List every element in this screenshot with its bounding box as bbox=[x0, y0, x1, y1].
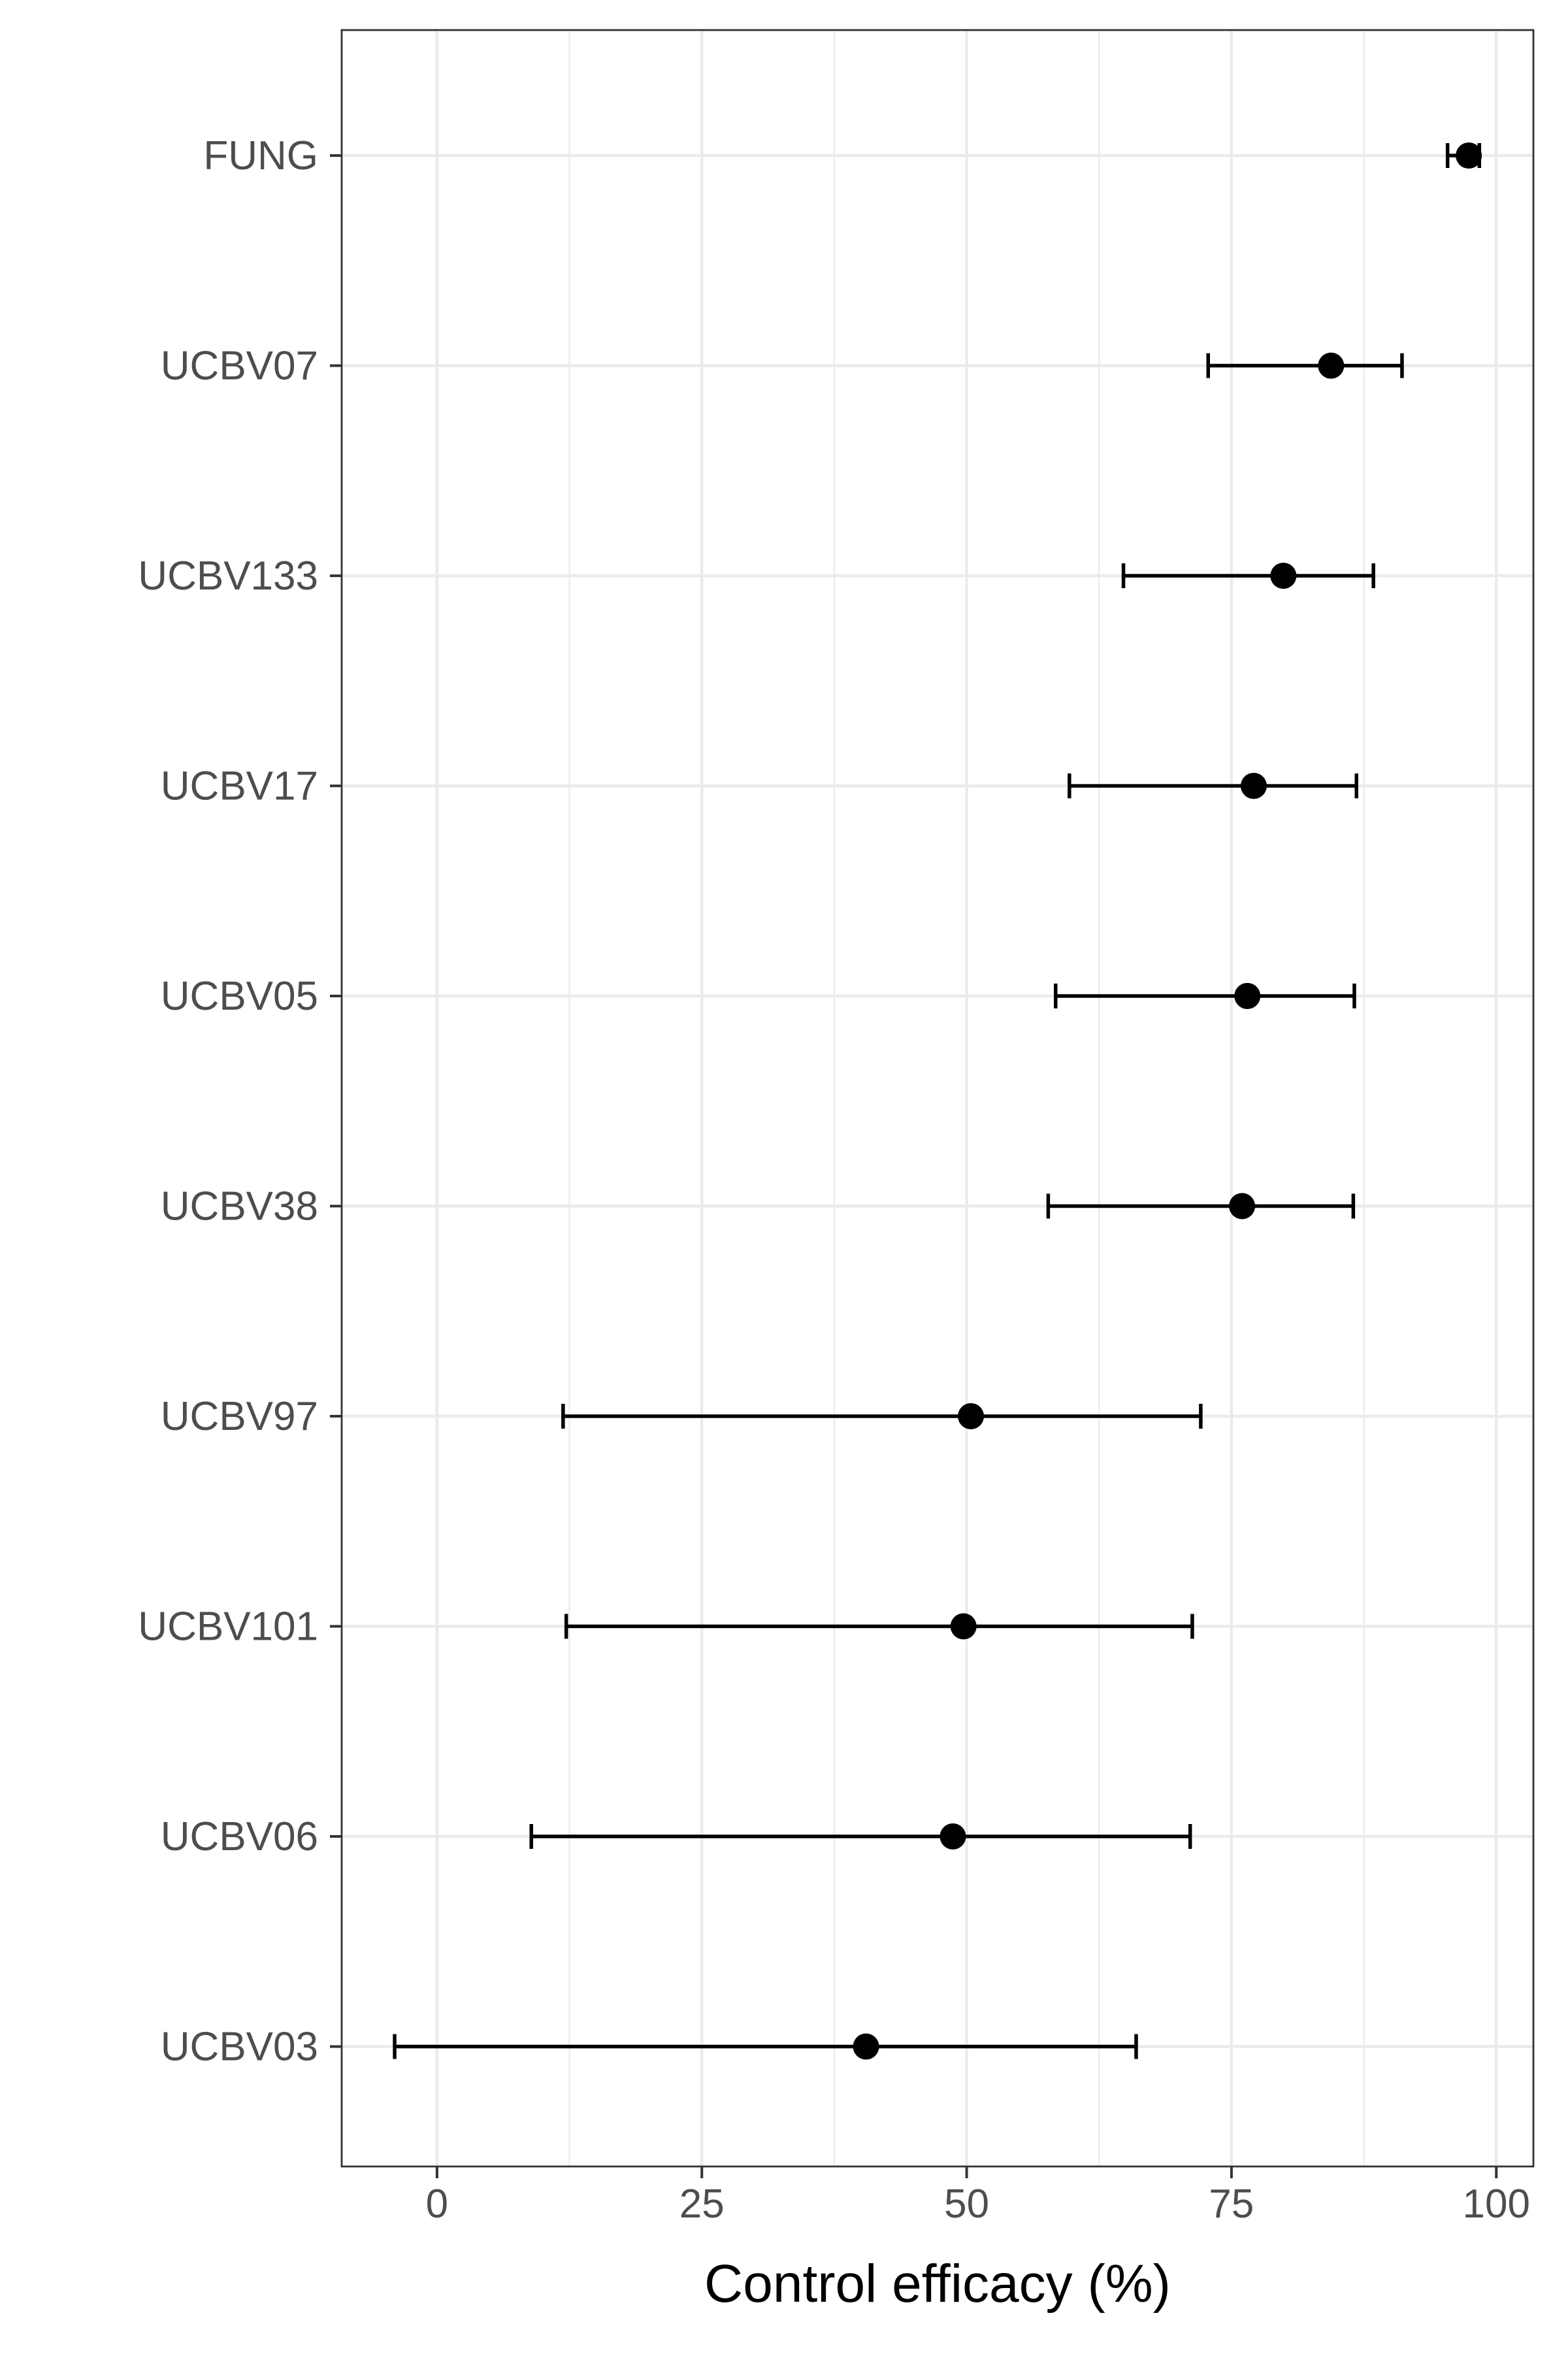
y-tick-label: UCBV133 bbox=[138, 554, 318, 599]
data-point bbox=[1229, 1193, 1256, 1219]
y-tick-label: UCBV38 bbox=[161, 1184, 318, 1229]
y-tick-label: UCBV03 bbox=[161, 2025, 318, 2070]
data-point bbox=[939, 1823, 966, 1850]
y-tick-label: UCBV07 bbox=[161, 344, 318, 389]
y-axis: FUNG UCBV07 UCBV133 UCBV17 UCBV05 UCBV38 UCBV9… bbox=[138, 133, 342, 2070]
y-tick-label: UCBV05 bbox=[161, 974, 318, 1019]
y-tick-label: UCBV17 bbox=[161, 764, 318, 809]
y-tick-label: UCBV97 bbox=[161, 1394, 318, 1439]
x-tick-label: 100 bbox=[1463, 2182, 1530, 2227]
data-point bbox=[853, 2033, 879, 2060]
data-point bbox=[1318, 352, 1345, 379]
x-axis-title: Control efficacy (%) bbox=[704, 2254, 1171, 2314]
x-tick-label: 0 bbox=[426, 2182, 448, 2227]
y-tick-label: FUNG bbox=[203, 133, 318, 178]
data-point bbox=[950, 1613, 977, 1640]
y-tick-label: UCBV06 bbox=[161, 1814, 318, 1859]
x-axis: 0 25 50 75 100 bbox=[426, 2166, 1530, 2227]
points bbox=[853, 142, 1482, 2060]
x-tick-label: 25 bbox=[679, 2182, 725, 2227]
data-point bbox=[1456, 142, 1482, 169]
panel-border bbox=[340, 29, 1535, 2168]
data-point bbox=[1270, 563, 1297, 589]
y-tick-label: UCBV101 bbox=[138, 1604, 318, 1650]
data-point bbox=[958, 1403, 985, 1429]
data-point bbox=[1240, 772, 1267, 799]
x-tick-label: 50 bbox=[944, 2182, 989, 2227]
x-tick-label: 75 bbox=[1209, 2182, 1254, 2227]
data-point bbox=[1234, 983, 1261, 1009]
